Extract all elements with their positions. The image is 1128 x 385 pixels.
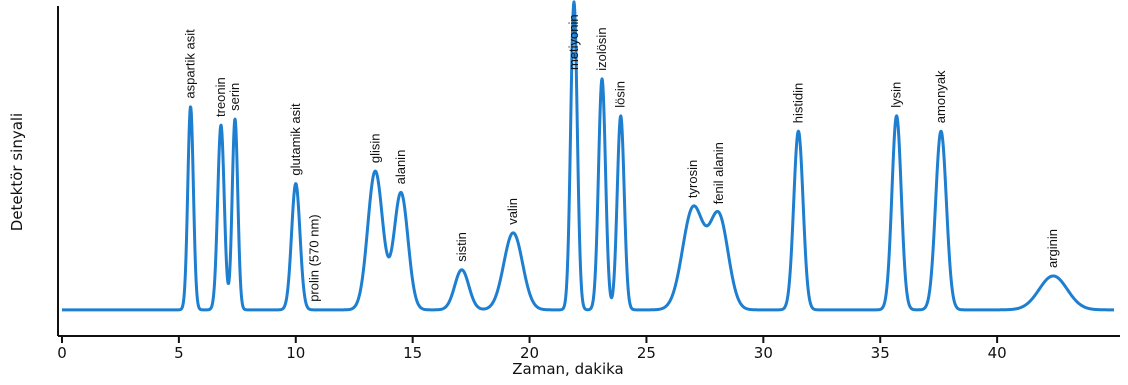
peak-label: metiyonin bbox=[566, 14, 581, 70]
x-tick-label: 35 bbox=[871, 344, 890, 362]
peak-label: prolin (570 nm) bbox=[307, 214, 322, 301]
axes bbox=[57, 6, 1120, 337]
peak-label: glisin bbox=[367, 133, 382, 163]
x-tick-label: 20 bbox=[520, 344, 539, 362]
peak-label: treonin bbox=[213, 77, 228, 117]
peak-label: lösin bbox=[613, 81, 628, 108]
peak-label: fenil alanin bbox=[711, 142, 726, 204]
chromatogram-trace bbox=[60, 0, 1116, 312]
peak-label: glutamik asit bbox=[288, 103, 303, 176]
peak-label: aspartik asit bbox=[183, 29, 198, 99]
peak-label: serin bbox=[227, 83, 242, 111]
peak-label: arginin bbox=[1045, 229, 1060, 268]
x-tick-label: 40 bbox=[988, 344, 1007, 362]
x-tick-label: 5 bbox=[174, 344, 184, 362]
peak-label: amonyak bbox=[933, 70, 948, 123]
y-axis-title: Detektör sinyali bbox=[8, 113, 26, 231]
peak-labels: aspartik asit treonin serin glutamik asit pr… bbox=[183, 14, 1061, 301]
x-tick-label: 10 bbox=[286, 344, 305, 362]
peak-label: izolösin bbox=[594, 27, 609, 70]
peak-label: tyrosin bbox=[685, 160, 700, 198]
peak-label: sistin bbox=[454, 232, 469, 262]
peak-label: valin bbox=[505, 198, 520, 225]
x-tick-label: 30 bbox=[754, 344, 773, 362]
x-tick-label: 0 bbox=[57, 344, 67, 362]
peak-label: histidin bbox=[790, 83, 805, 123]
peak-label: lysin bbox=[889, 82, 904, 108]
peak-label: alanin bbox=[393, 150, 408, 185]
x-tick-label: 15 bbox=[403, 344, 422, 362]
x-axis-title: Zaman, dakika bbox=[512, 360, 624, 378]
x-tick-label: 25 bbox=[637, 344, 656, 362]
x-ticks: 0 5 10 15 20 25 30 35 40 bbox=[57, 336, 1007, 362]
